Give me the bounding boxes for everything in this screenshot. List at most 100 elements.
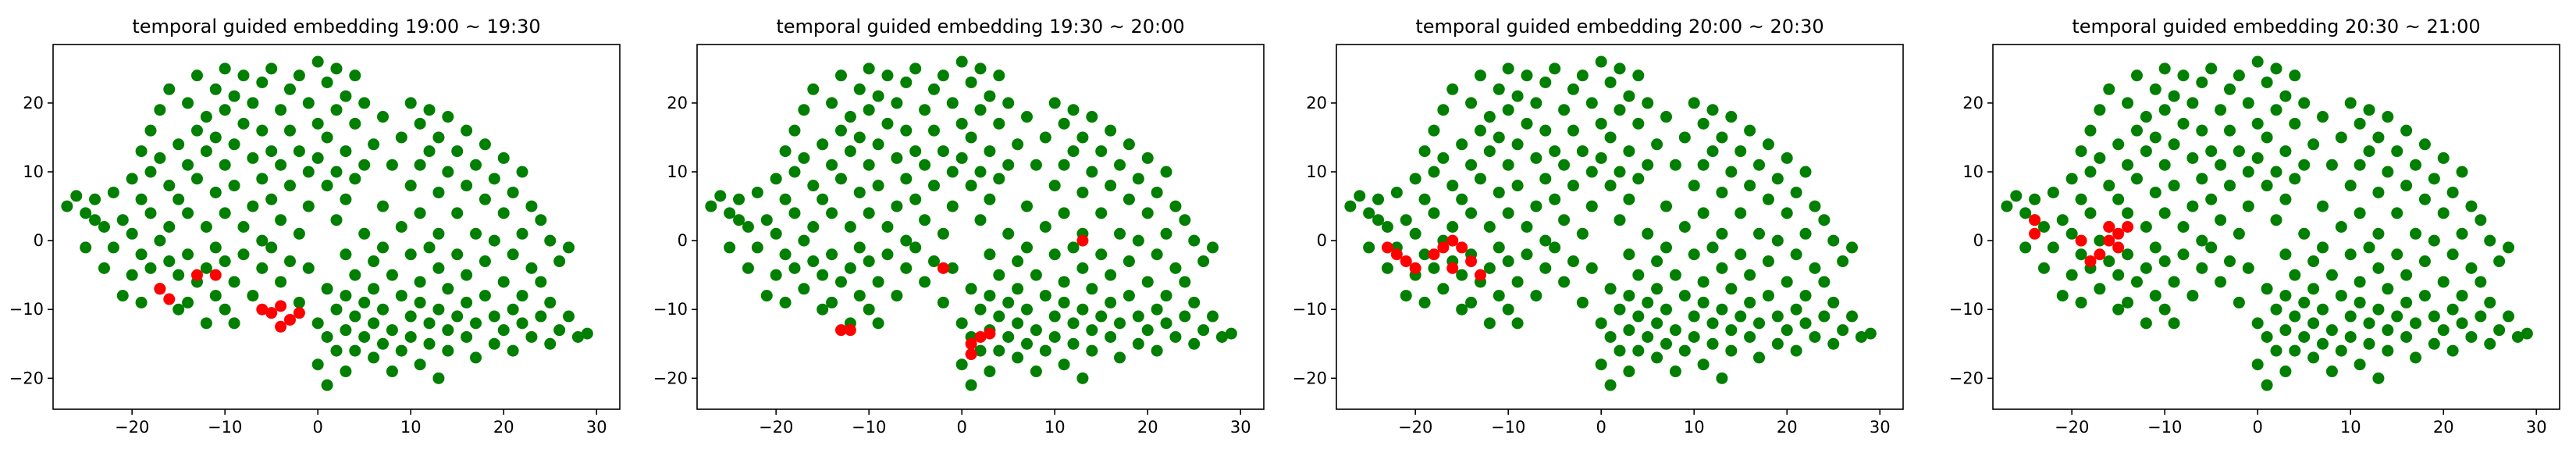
data-point	[955, 358, 968, 371]
data-point	[770, 173, 782, 185]
data-point	[1539, 262, 1552, 274]
data-point	[984, 193, 996, 205]
x-tick-label: 10	[2340, 418, 2361, 437]
data-point	[1095, 310, 1108, 323]
data-point	[265, 145, 278, 158]
data-point	[1809, 262, 1821, 274]
data-point	[1021, 241, 1034, 254]
x-tick-label: −10	[1491, 418, 1525, 437]
data-point	[507, 186, 519, 198]
data-point	[984, 327, 996, 340]
data-point	[1530, 152, 1542, 164]
data-point	[2307, 317, 2320, 330]
data-point	[2317, 111, 2329, 123]
data-point	[834, 173, 847, 185]
data-point	[173, 138, 185, 151]
data-point	[2428, 337, 2440, 350]
data-point	[126, 173, 138, 185]
data-point	[965, 379, 977, 391]
data-point	[2437, 152, 2450, 164]
data-point	[209, 241, 222, 254]
data-point	[283, 180, 296, 192]
data-point	[1735, 145, 1747, 158]
data-point	[2410, 227, 2422, 240]
data-point	[872, 180, 884, 192]
data-point	[2056, 290, 2069, 302]
data-point	[265, 241, 278, 254]
data-point	[919, 159, 931, 171]
data-point	[2056, 214, 2069, 226]
data-point	[1207, 241, 1219, 254]
data-point	[190, 70, 203, 82]
data-point	[965, 337, 977, 350]
data-point	[1086, 324, 1098, 337]
data-point	[135, 248, 148, 261]
data-point	[507, 344, 519, 357]
data-point	[283, 255, 296, 268]
data-point	[974, 104, 987, 116]
data-point	[2298, 227, 2311, 240]
data-point	[2223, 83, 2236, 95]
data-point	[927, 124, 940, 137]
data-point	[1058, 207, 1070, 219]
data-point	[1771, 337, 1784, 350]
data-point	[1669, 366, 1681, 378]
data-point	[891, 152, 903, 164]
data-point	[302, 166, 315, 178]
data-point	[2363, 145, 2375, 158]
data-point	[1086, 111, 1098, 123]
data-point	[535, 276, 547, 288]
data-point	[256, 76, 269, 88]
data-point	[275, 276, 287, 288]
data-point	[349, 310, 361, 323]
data-point	[2205, 145, 2218, 158]
data-point	[1697, 159, 1710, 171]
data-point	[1418, 193, 1431, 205]
data-point	[909, 145, 922, 158]
data-point	[182, 296, 194, 308]
data-point	[1827, 296, 1840, 308]
data-point	[432, 227, 445, 240]
data-point	[1409, 227, 1421, 240]
data-point	[1697, 207, 1710, 219]
data-point	[1456, 303, 1468, 316]
data-point	[2242, 166, 2254, 178]
data-point	[2130, 70, 2143, 82]
data-point	[228, 90, 240, 102]
data-point	[2019, 207, 2032, 219]
data-point	[423, 337, 436, 350]
data-point	[1642, 97, 1654, 109]
data-point	[311, 55, 324, 68]
data-point	[311, 358, 324, 371]
data-point	[358, 159, 371, 171]
data-point	[779, 296, 792, 308]
data-point	[330, 104, 343, 116]
data-point	[1521, 70, 1533, 82]
data-point	[1012, 351, 1024, 364]
data-point	[293, 227, 305, 240]
data-point	[1160, 227, 1172, 240]
data-point	[1771, 234, 1784, 247]
data-point	[479, 255, 491, 268]
data-point	[937, 262, 949, 274]
data-point	[2372, 131, 2385, 144]
data-point	[237, 70, 250, 82]
data-point	[2075, 296, 2087, 308]
data-point	[1039, 131, 1051, 144]
data-point	[826, 159, 838, 171]
data-point	[2075, 234, 2087, 247]
data-point	[965, 180, 977, 192]
data-point	[2103, 221, 2115, 233]
x-tick-label: −10	[2147, 418, 2182, 437]
data-point	[742, 262, 754, 274]
subplot-3: temporal guided embedding 20:00 ~ 20:30 −…	[1293, 16, 1904, 437]
data-point	[817, 193, 829, 205]
data-point	[247, 290, 259, 302]
data-point	[2094, 152, 2106, 164]
data-point	[2400, 269, 2413, 281]
data-point	[1418, 248, 1431, 261]
data-point	[182, 159, 194, 171]
data-point	[1169, 200, 1182, 212]
data-point	[2391, 310, 2403, 323]
data-point	[1585, 97, 1598, 109]
